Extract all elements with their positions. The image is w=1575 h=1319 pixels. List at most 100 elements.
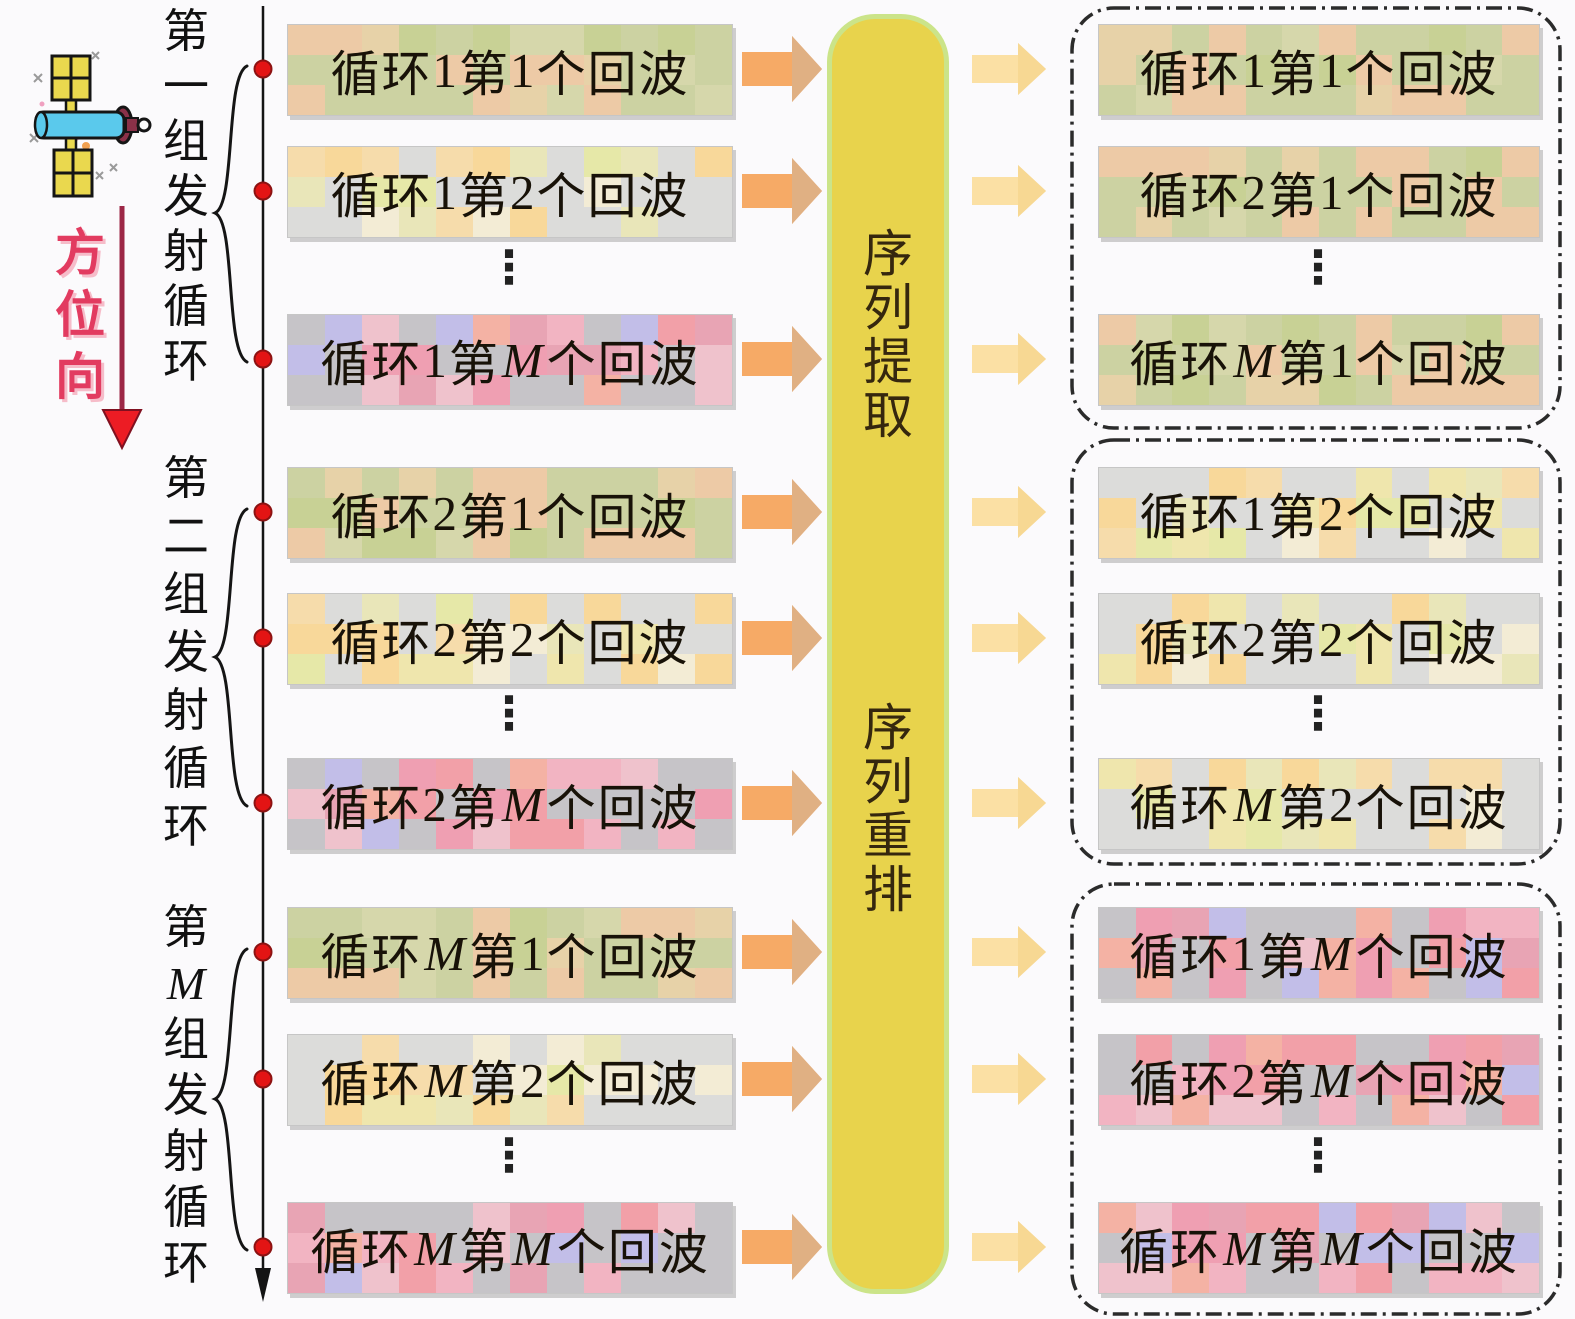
output-arrow-head-4 xyxy=(1018,486,1046,538)
input-arrow-head-3 xyxy=(792,326,822,392)
axis-sample-dot-7 xyxy=(253,942,273,962)
ellipsis-right-1: ⋮ xyxy=(1295,240,1341,294)
mosaic-background xyxy=(288,315,732,405)
output-arrow-6 xyxy=(972,777,1046,829)
azimuth-direction-label: 方位向 xyxy=(55,225,105,405)
input-arrow-head-9 xyxy=(792,1214,822,1280)
output-arrow-head-9 xyxy=(1018,1221,1046,1273)
input-arrow-head-8 xyxy=(792,1046,822,1112)
input-arrow-head-4 xyxy=(792,479,822,545)
axis-sample-dot-2 xyxy=(253,181,273,201)
mosaic-background xyxy=(288,908,732,998)
axis-sample-dot-9 xyxy=(253,1237,273,1257)
output-arrow-head-2 xyxy=(1018,165,1046,217)
mosaic-background xyxy=(288,1203,732,1293)
input-arrow-8 xyxy=(742,1046,822,1112)
input-arrow-3 xyxy=(742,326,822,392)
axis-sample-dot-1 xyxy=(253,59,273,79)
group-2-label: 第二组发射循环 xyxy=(163,453,209,852)
ellipsis-left-3: ⋮ xyxy=(486,1128,532,1182)
output-arrow-1 xyxy=(972,43,1046,95)
input-arrow-head-1 xyxy=(792,36,822,102)
output-arrow-4 xyxy=(972,486,1046,538)
output-arrow-head-5 xyxy=(1018,612,1046,664)
output-arrow-head-1 xyxy=(1018,43,1046,95)
input-arrow-4 xyxy=(742,479,822,545)
output-arrow-8 xyxy=(972,1053,1046,1105)
output-arrow-5 xyxy=(972,612,1046,664)
ellipsis-left-2: ⋮ xyxy=(486,686,532,740)
input-arrow-5 xyxy=(742,605,822,671)
input-arrow-head-2 xyxy=(792,158,822,224)
input-arrow-head-7 xyxy=(792,919,822,985)
output-arrow-head-7 xyxy=(1018,926,1046,978)
output-arrow-7 xyxy=(972,926,1046,978)
input-arrow-6 xyxy=(742,770,822,836)
input-arrow-2 xyxy=(742,158,822,224)
output-arrow-3 xyxy=(972,333,1046,385)
input-arrow-9 xyxy=(742,1214,822,1280)
mosaic-background xyxy=(288,759,732,849)
mosaic-background xyxy=(288,1035,732,1125)
sequence-extract-label: 序列提取 xyxy=(863,226,913,444)
axis-sample-dot-6 xyxy=(253,793,273,813)
output-arrow-head-6 xyxy=(1018,777,1046,829)
ellipsis-right-2: ⋮ xyxy=(1295,686,1341,740)
output-arrow-9 xyxy=(972,1221,1046,1273)
input-arrow-7 xyxy=(742,919,822,985)
input-arrow-head-6 xyxy=(792,770,822,836)
mosaic-background xyxy=(288,594,732,684)
ellipsis-left-1: ⋮ xyxy=(486,240,532,294)
mosaic-background xyxy=(288,25,732,115)
ellipsis-right-3: ⋮ xyxy=(1295,1128,1341,1182)
axis-sample-dot-3 xyxy=(253,349,273,369)
input-arrow-head-5 xyxy=(792,605,822,671)
axis-sample-dot-5 xyxy=(253,628,273,648)
mosaic-background xyxy=(288,147,732,237)
output-arrow-2 xyxy=(972,165,1046,217)
axis-sample-dot-8 xyxy=(253,1069,273,1089)
sequence-processor-box: 序列提取 序列重排 xyxy=(827,14,949,1294)
axis-sample-dot-4 xyxy=(253,502,273,522)
output-arrow-head-8 xyxy=(1018,1053,1046,1105)
slow-time-axis xyxy=(255,6,271,1302)
group-1-label: 第一组发射循环 xyxy=(163,6,209,387)
